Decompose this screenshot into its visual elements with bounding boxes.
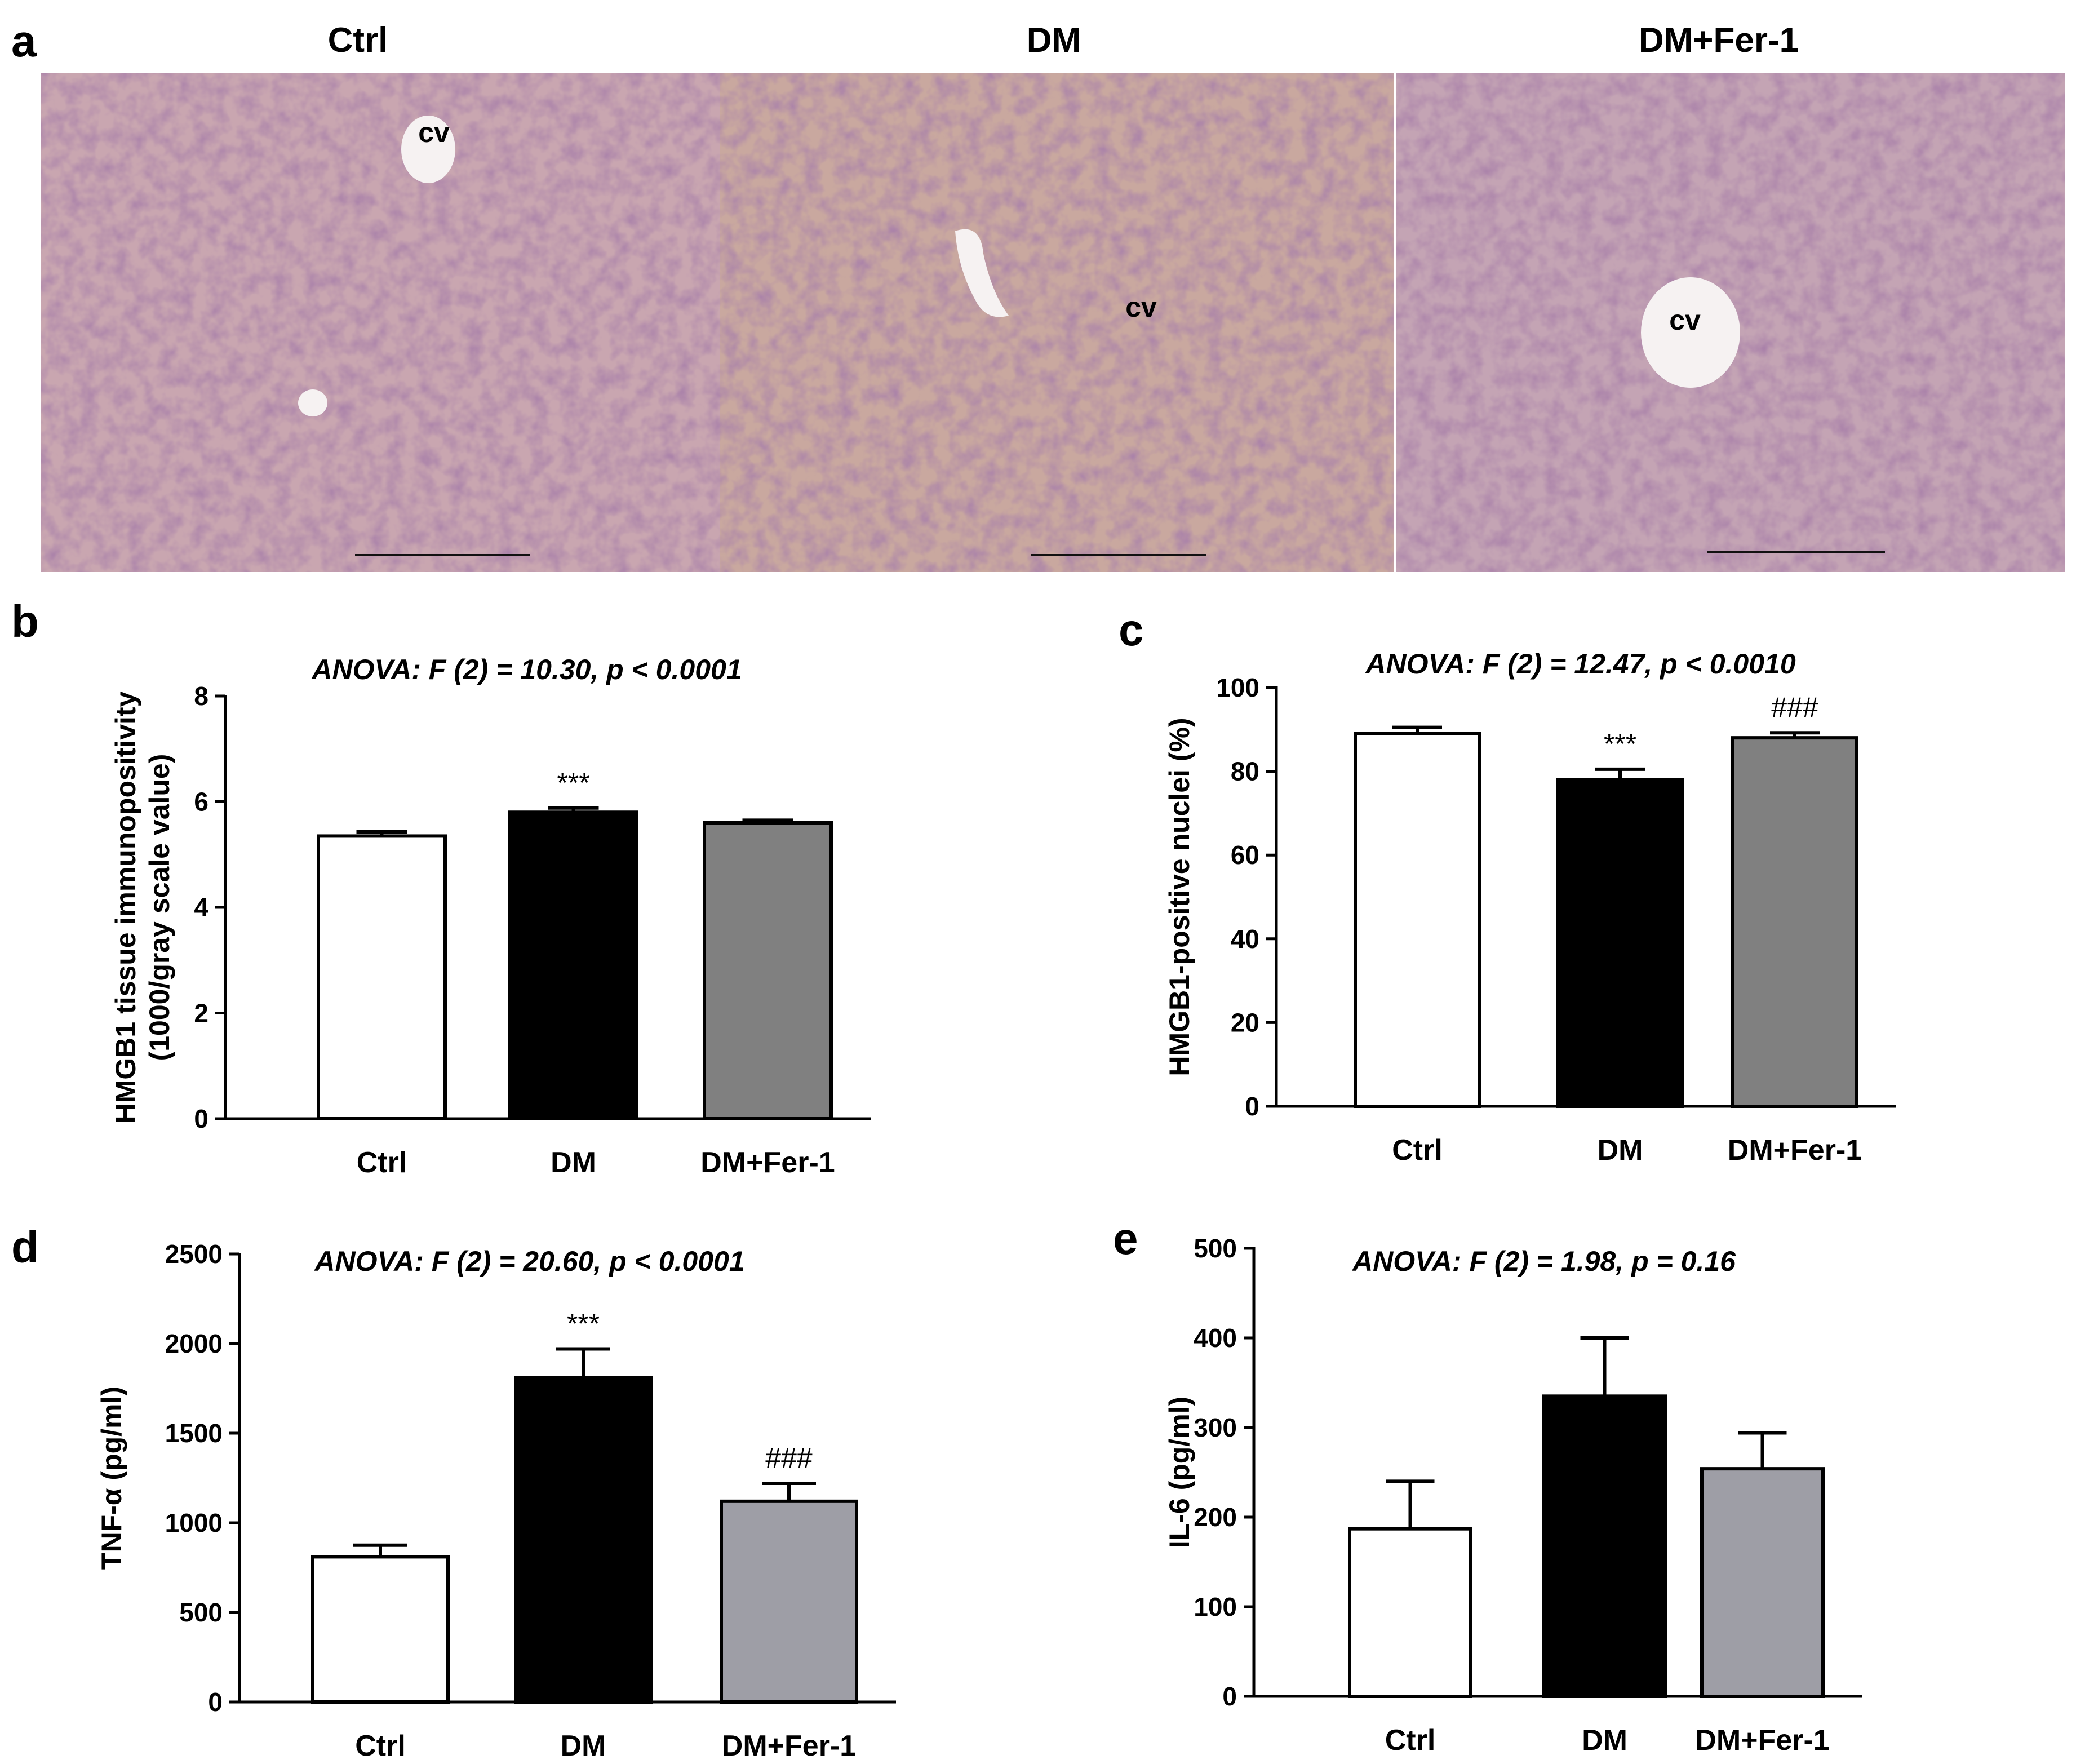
significance-marker: *** <box>567 1308 600 1340</box>
y-tick-label: 2 <box>194 999 208 1028</box>
x-tick-label: DM <box>1598 1134 1643 1167</box>
bar-ctrl <box>317 834 447 1120</box>
micrograph-texture <box>41 73 720 572</box>
y-axis-label: HMGB1-positive nuclei (%) <box>1164 717 1195 1076</box>
panel-a-micrographs: a Ctrl cv DM cv DM+Fer-1 cv <box>11 16 2065 572</box>
significance-marker: *** <box>1604 728 1636 760</box>
y-tick-label: 500 <box>1194 1234 1237 1263</box>
central-vein <box>1641 277 1740 388</box>
y-tick-label: 20 <box>1231 1008 1259 1037</box>
y-tick-label: 100 <box>1216 673 1259 702</box>
y-tick-label: 4 <box>194 893 208 922</box>
y-tick-label: 1500 <box>165 1419 223 1448</box>
x-tick-label: DM+Fer-1 <box>700 1146 835 1179</box>
significance-marker: ### <box>1771 692 1818 723</box>
bar-dm-fer-1 <box>703 821 833 1120</box>
y-tick-label: 0 <box>1245 1092 1259 1121</box>
anova-annotation: ANOVA: F (2) = 1.98, p = 0.16 <box>1351 1246 1736 1277</box>
micrograph-texture <box>720 73 1394 572</box>
x-tick-label: Ctrl <box>357 1146 407 1179</box>
y-tick-label: 500 <box>179 1598 223 1627</box>
y-tick-label: 40 <box>1231 924 1259 954</box>
anova-annotation: ANOVA: F (2) = 10.30, p < 0.0001 <box>310 654 742 685</box>
y-tick-label: 1000 <box>165 1508 223 1537</box>
chart-panel-c: c ANOVA: F (2) = 12.47, p < 0.0010 0 20 40 60… <box>1119 605 1896 1167</box>
micrograph-dm-fer1: DM+Fer-1 cv <box>1396 21 2065 572</box>
x-tick-label: Ctrl <box>355 1730 406 1762</box>
bar-dm-fer-1 <box>1731 736 1858 1109</box>
bar-dm <box>1542 1394 1667 1699</box>
y-tick-label: 0 <box>194 1104 208 1133</box>
micrograph-dm: DM cv <box>720 21 1394 572</box>
vessel-lumen <box>298 389 327 416</box>
y-tick-label: 100 <box>1194 1592 1237 1621</box>
y-tick-label: 60 <box>1231 840 1259 870</box>
y-axis-label: IL-6 (pg/ml) <box>1164 1397 1195 1548</box>
significance-marker: ### <box>765 1442 813 1474</box>
cv-label: cv <box>1669 304 1701 336</box>
micrograph-ctrl: Ctrl cv <box>41 21 720 572</box>
y-tick-label: 400 <box>1194 1323 1237 1353</box>
bar-dm <box>508 810 638 1120</box>
chart-panel-b: b ANOVA: F (2) = 10.30, p < 0.0001 0 2 4 6 8 HM… <box>11 596 871 1179</box>
x-tick-label: Ctrl <box>1392 1134 1443 1167</box>
y-tick-label: 6 <box>194 787 208 817</box>
chart-panel-e: e ANOVA: F (2) = 1.98, p = 0.16 0 100 200 300… <box>1113 1213 1862 1757</box>
panel-letter-a: a <box>11 16 37 66</box>
y-tick-label: 8 <box>194 681 208 711</box>
x-tick-label: DM+Fer-1 <box>722 1730 856 1762</box>
y-tick-label: 0 <box>208 1687 223 1717</box>
bar-ctrl <box>1348 1527 1472 1698</box>
micrograph-title-dm: DM <box>1027 21 1081 60</box>
bar-ctrl <box>1354 732 1481 1108</box>
bar-dm-fer-1 <box>1700 1467 1825 1698</box>
bar-dm <box>1556 778 1684 1108</box>
y-tick-label: 0 <box>1222 1682 1237 1711</box>
anova-annotation: ANOVA: F (2) = 20.60, p < 0.0001 <box>313 1246 744 1277</box>
x-tick-label: DM <box>561 1730 606 1762</box>
panel-letter: e <box>1113 1213 1138 1264</box>
cv-label: cv <box>418 117 450 148</box>
micrograph-title-ctrl: Ctrl <box>328 21 388 60</box>
panel-letter: b <box>11 596 39 646</box>
y-tick-label: 300 <box>1194 1413 1237 1442</box>
y-axis-label: HMGB1 tissue immunopositivity <box>110 691 141 1123</box>
significance-marker: *** <box>557 767 589 799</box>
y-axis-label: (1000/gray scale value) <box>144 754 175 1061</box>
panel-letter: c <box>1119 605 1144 655</box>
chart-panel-d: d ANOVA: F (2) = 20.60, p < 0.0001 0 500 100… <box>11 1222 896 1762</box>
x-tick-label: DM <box>551 1146 596 1179</box>
central-vein <box>401 116 455 183</box>
y-tick-label: 2500 <box>165 1239 223 1269</box>
x-tick-label: DM <box>1582 1724 1627 1757</box>
micrograph-title-dm-fer1: DM+Fer-1 <box>1639 21 1799 60</box>
y-tick-label: 2000 <box>165 1329 223 1358</box>
x-tick-label: Ctrl <box>1385 1724 1436 1757</box>
y-tick-label: 80 <box>1231 757 1259 786</box>
cv-label: cv <box>1125 291 1157 323</box>
panel-letter: d <box>11 1222 39 1272</box>
bar-ctrl <box>311 1555 450 1704</box>
anova-annotation: ANOVA: F (2) = 12.47, p < 0.0010 <box>1364 648 1795 680</box>
y-axis-label: TNF-α (pg/ml) <box>96 1386 127 1570</box>
y-tick-label: 200 <box>1194 1502 1237 1532</box>
central-vein <box>955 229 1009 317</box>
x-tick-label: DM+Fer-1 <box>1728 1134 1862 1167</box>
bar-dm <box>514 1376 653 1704</box>
x-tick-label: DM+Fer-1 <box>1695 1724 1829 1757</box>
bar-dm-fer-1 <box>720 1499 858 1704</box>
